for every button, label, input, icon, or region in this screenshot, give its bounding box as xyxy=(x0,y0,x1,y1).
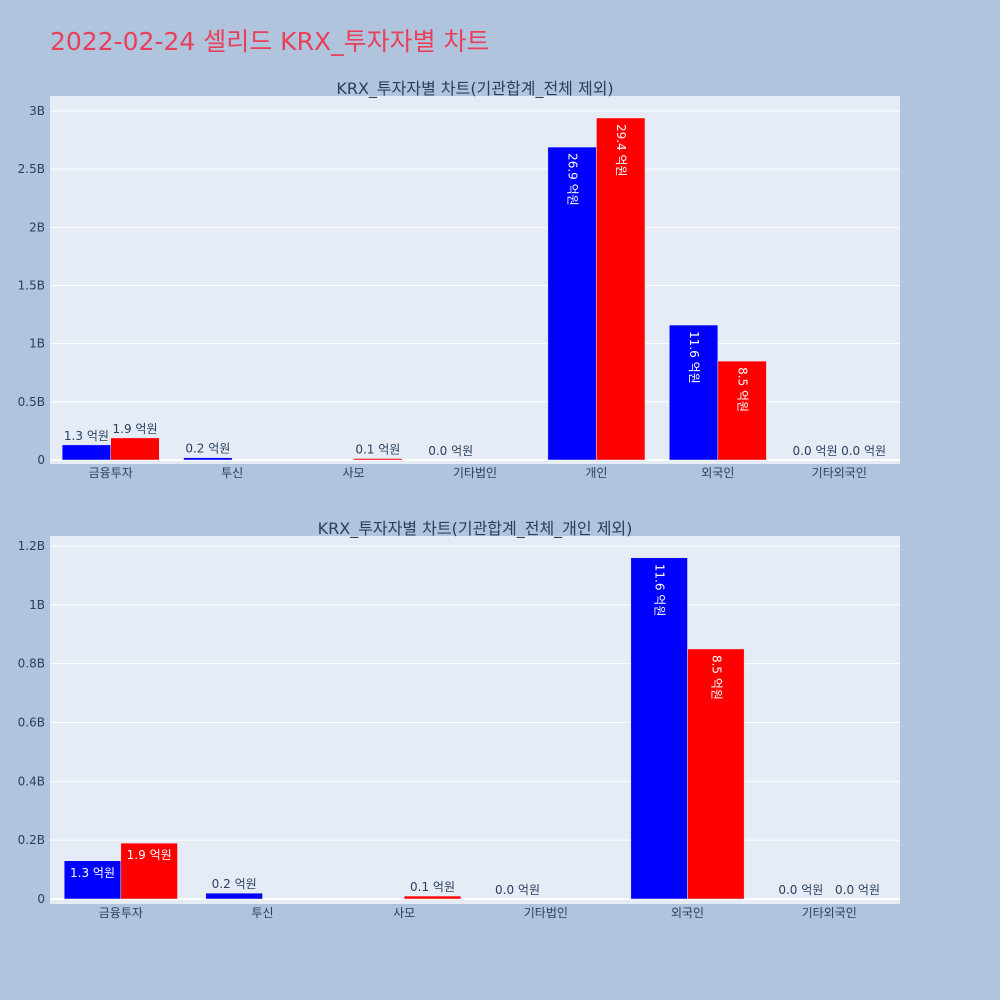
y-tick-label: 0 xyxy=(37,892,45,906)
bar xyxy=(183,457,233,461)
y-tick-label: 0.8B xyxy=(18,657,45,671)
y-tick-label: 0.5B xyxy=(18,395,45,409)
y-tick-label: 1.2B xyxy=(18,539,45,553)
y-tick-label: 0.6B xyxy=(18,716,45,730)
data-label: 1.3 억원 xyxy=(70,866,115,880)
x-tick-label: 기타외국인 xyxy=(812,466,867,480)
y-tick-label: 0.4B xyxy=(18,774,45,788)
x-tick-label: 외국인 xyxy=(701,466,734,480)
data-label: 1.9 억원 xyxy=(113,422,158,436)
bar xyxy=(403,895,462,900)
x-tick-label: 사모 xyxy=(343,466,365,480)
bar xyxy=(630,557,688,900)
bar xyxy=(205,892,263,900)
y-tick-label: 2B xyxy=(29,220,45,234)
data-label: 0.0 억원 xyxy=(778,883,823,897)
x-tick-label: 금융투자 xyxy=(99,906,143,920)
bar xyxy=(687,648,745,900)
chart-title: KRX_투자자별 차트(기관합계_전체_개인 제외) xyxy=(318,519,633,539)
data-label: 8.5 억원 xyxy=(736,367,750,412)
plot-area xyxy=(50,536,900,904)
data-label: 0.1 억원 xyxy=(410,880,455,894)
bar xyxy=(596,117,646,461)
x-tick-label: 외국인 xyxy=(671,906,704,920)
y-tick-label: 0.2B xyxy=(18,833,45,847)
page-title: 2022-02-24 셀리드 KRX_투자자별 차트 xyxy=(50,27,490,56)
data-label: 0.1 억원 xyxy=(355,443,400,457)
bar xyxy=(547,146,597,461)
x-tick-label: 사모 xyxy=(393,906,415,920)
data-label: 0.2 억원 xyxy=(212,877,257,891)
y-tick-label: 2.5B xyxy=(18,162,45,176)
chart-1: 0 0.5B 1B 1.5B 2B 2.5B 3B KRX_투자자별 차트(기관합계_전체 제… xyxy=(18,79,900,480)
data-label: 11.6 억원 xyxy=(687,331,701,384)
bar xyxy=(63,860,122,900)
bar xyxy=(110,437,160,461)
data-label: 0.0 억원 xyxy=(428,444,473,458)
bar xyxy=(717,360,767,461)
y-tick-label: 3B xyxy=(29,104,45,118)
data-label: 0.2 억원 xyxy=(185,442,230,456)
bar xyxy=(353,458,403,461)
x-tick-label: 투신 xyxy=(251,906,273,920)
data-label: 29.4 억원 xyxy=(614,124,628,177)
data-label: 0.0 억원 xyxy=(793,444,838,458)
data-label: 0.0 억원 xyxy=(841,444,886,458)
x-tick-label: 금융투자 xyxy=(89,466,133,480)
x-tick-label: 기타법인 xyxy=(524,906,568,920)
x-tick-label: 기타법인 xyxy=(453,466,497,480)
data-label: 26.9 억원 xyxy=(566,153,580,206)
data-label: 11.6 억원 xyxy=(653,564,667,617)
x-tick-label: 투신 xyxy=(221,466,243,480)
data-label: 8.5 억원 xyxy=(709,655,723,700)
x-tick-label: 기타외국인 xyxy=(802,906,857,920)
chart-title: KRX_투자자별 차트(기관합계_전체 제외) xyxy=(336,79,613,99)
y-tick-label: 0 xyxy=(37,453,45,467)
data-label: 1.9 억원 xyxy=(127,848,172,862)
data-label: 1.3 억원 xyxy=(64,429,109,443)
y-tick-label: 1B xyxy=(29,598,45,612)
y-tick-label: 1.5B xyxy=(18,279,45,293)
y-tick-label: 1B xyxy=(29,337,45,351)
data-label: 0.0 억원 xyxy=(835,883,880,897)
x-tick-label: 개인 xyxy=(585,466,607,480)
data-label: 0.0 억원 xyxy=(495,883,540,897)
bar xyxy=(120,842,178,900)
